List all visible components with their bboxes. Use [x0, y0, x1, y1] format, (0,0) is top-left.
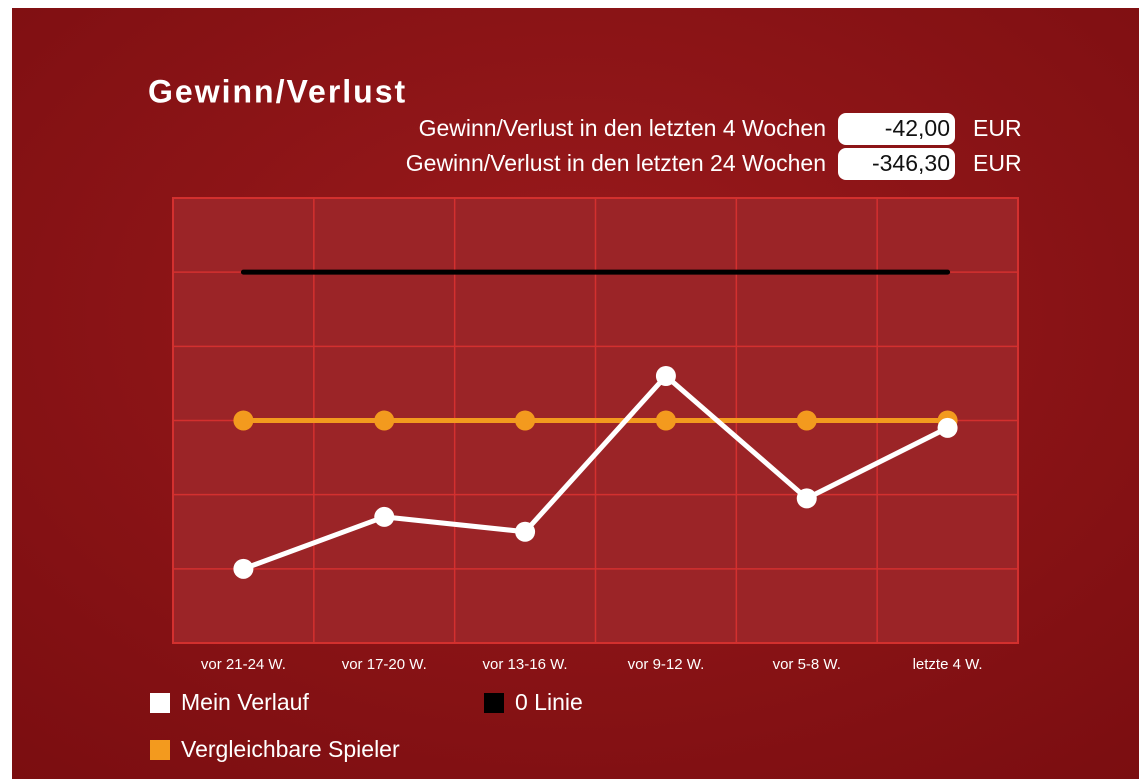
value-box [838, 113, 955, 145]
data-point [655, 410, 676, 431]
data-point [937, 417, 958, 438]
data-point [233, 558, 254, 579]
legend-swatch [150, 740, 170, 760]
series-line [240, 373, 951, 572]
summary-unit: EUR [973, 115, 1022, 141]
data-point [374, 506, 395, 527]
data-point [655, 366, 676, 386]
data-point [374, 410, 395, 431]
legend-label: Vergleichbare Spieler [181, 736, 400, 762]
legend-swatch [150, 693, 170, 713]
data-point [515, 410, 536, 431]
summary-unit: EUR [973, 150, 1022, 176]
summary-label: Gewinn/Verlust in den letzten 24 Wochen [406, 150, 826, 176]
legend-label: 0 Linie [515, 689, 583, 715]
summary-label: Gewinn/Verlust in den letzten 4 Wochen [419, 115, 826, 141]
x-tick-label: letzte 4 W. [913, 656, 983, 673]
data-point [233, 410, 254, 431]
title: Gewinn/Verlust [148, 73, 407, 109]
x-tick-label: vor 13-16 W. [483, 656, 568, 673]
legend-swatch [484, 693, 504, 713]
summary-value: -42,00 [885, 115, 950, 141]
summary-value: -346,30 [872, 150, 950, 176]
x-tick-label: vor 17-20 W. [342, 656, 427, 673]
x-tick-label: vor 21-24 W. [201, 656, 286, 673]
data-point [515, 521, 536, 542]
value-box [838, 148, 955, 180]
x-tick-label: vor 9-12 W. [628, 656, 705, 673]
data-point [796, 410, 817, 431]
x-tick-label: vor 5-8 W. [773, 656, 841, 673]
data-point [796, 488, 817, 509]
legend-label: Mein Verlauf [181, 689, 309, 715]
